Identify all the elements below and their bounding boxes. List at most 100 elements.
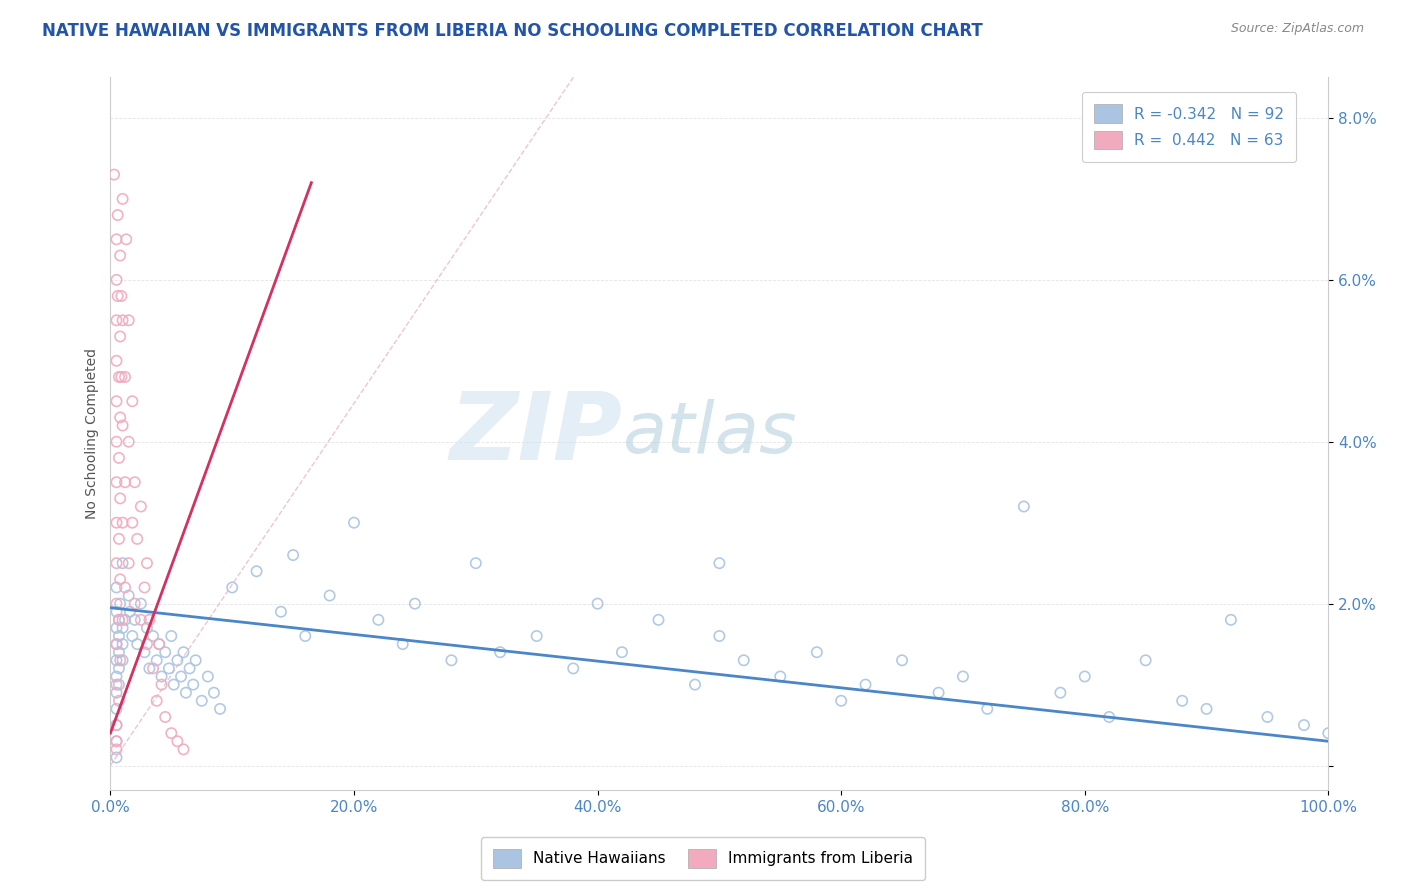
Point [105, 621, 128, 635]
Point [160, 726, 183, 740]
Point [111, 516, 134, 530]
Point [134, 645, 156, 659]
Point [105, 353, 128, 368]
Point [105, 605, 128, 619]
Point [145, 694, 167, 708]
Point [110, 289, 132, 303]
Point [134, 581, 156, 595]
Point [562, 661, 585, 675]
Point [108, 410, 131, 425]
Point [1171, 694, 1194, 708]
Point [367, 613, 389, 627]
Point [221, 581, 243, 595]
Point [105, 734, 128, 748]
Point [160, 629, 183, 643]
Point [105, 556, 128, 570]
Point [121, 516, 143, 530]
Point [136, 637, 159, 651]
Point [105, 750, 128, 764]
Point [179, 661, 201, 675]
Point [138, 613, 160, 627]
Point [1135, 653, 1157, 667]
Point [118, 313, 141, 327]
Point [108, 370, 131, 384]
Point [121, 629, 143, 643]
Point [928, 686, 950, 700]
Point [173, 742, 195, 756]
Point [111, 613, 134, 627]
Point [142, 629, 165, 643]
Point [114, 581, 136, 595]
Point [145, 653, 167, 667]
Point [190, 694, 212, 708]
Point [124, 613, 146, 627]
Point [173, 645, 195, 659]
Point [891, 653, 914, 667]
Text: Source: ZipAtlas.com: Source: ZipAtlas.com [1230, 22, 1364, 36]
Point [157, 661, 180, 675]
Point [1012, 500, 1035, 514]
Point [202, 686, 225, 700]
Point [124, 597, 146, 611]
Point [105, 516, 128, 530]
Point [683, 677, 706, 691]
Point [610, 645, 633, 659]
Point [806, 645, 828, 659]
Point [114, 370, 136, 384]
Point [142, 661, 165, 675]
Point [105, 581, 128, 595]
Point [118, 605, 141, 619]
Point [1098, 710, 1121, 724]
Point [129, 613, 152, 627]
Point [208, 702, 231, 716]
Point [111, 637, 134, 651]
Point [121, 394, 143, 409]
Point [107, 289, 129, 303]
Point [1074, 669, 1097, 683]
Point [108, 573, 131, 587]
Point [111, 313, 134, 327]
Point [170, 669, 193, 683]
Point [108, 532, 131, 546]
Point [136, 556, 159, 570]
Point [150, 677, 173, 691]
Point [110, 370, 132, 384]
Point [1317, 726, 1340, 740]
Point [105, 637, 128, 651]
Point [976, 702, 998, 716]
Point [105, 232, 128, 246]
Point [108, 677, 131, 691]
Point [111, 653, 134, 667]
Point [166, 734, 188, 748]
Point [136, 621, 159, 635]
Point [108, 248, 131, 262]
Point [440, 653, 463, 667]
Point [464, 556, 486, 570]
Point [404, 597, 426, 611]
Point [124, 475, 146, 490]
Point [586, 597, 609, 611]
Point [163, 677, 186, 691]
Point [111, 556, 134, 570]
Point [855, 677, 877, 691]
Point [105, 597, 128, 611]
Point [294, 629, 316, 643]
Point [108, 597, 131, 611]
Point [118, 434, 141, 449]
Point [1195, 702, 1218, 716]
Point [108, 653, 131, 667]
Point [526, 629, 548, 643]
Point [148, 637, 170, 651]
Point [105, 434, 128, 449]
Point [105, 653, 128, 667]
Point [118, 589, 141, 603]
Point [155, 710, 177, 724]
Point [105, 273, 128, 287]
Point [138, 661, 160, 675]
Legend: R = -0.342   N = 92, R =  0.442   N = 63: R = -0.342 N = 92, R = 0.442 N = 63 [1083, 92, 1296, 161]
Point [105, 734, 128, 748]
Text: ZIP: ZIP [449, 388, 621, 480]
Text: atlas: atlas [621, 399, 797, 468]
Point [166, 653, 188, 667]
Point [769, 669, 792, 683]
